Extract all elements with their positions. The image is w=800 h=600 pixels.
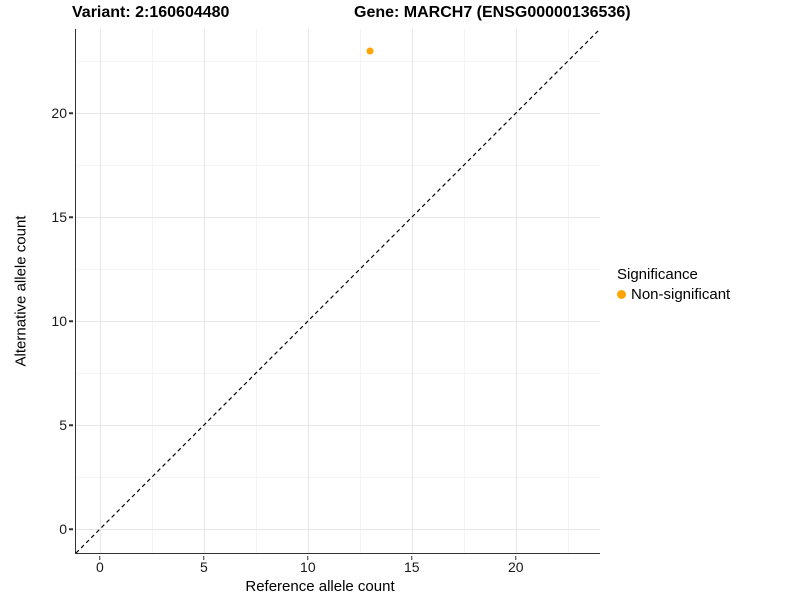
x-tick-label: 15 [404, 559, 420, 575]
y-tick-mark [69, 424, 73, 426]
data-point [366, 47, 374, 55]
y-tick-label: 10 [51, 313, 67, 330]
x-tick-mark [203, 556, 205, 560]
x-tick-label: 5 [199, 559, 208, 575]
legend-item-label: Non-significant [631, 286, 731, 303]
plot-panel: 0 5 10 15 20 0 5 10 15 20 [51, 28, 601, 575]
y-tick-mark [69, 320, 73, 322]
x-tick-label: 0 [96, 559, 104, 575]
x-tick-mark [515, 556, 517, 560]
y-tick-label: 5 [59, 417, 67, 434]
y-tick-mark [69, 528, 73, 530]
x-tick-mark [307, 556, 309, 560]
y-tick-label: 15 [51, 209, 67, 226]
y-tick-label: 0 [59, 521, 67, 538]
x-tick-label: 10 [300, 559, 316, 575]
y-tick-mark [69, 216, 73, 218]
plot-title-gene: Gene: MARCH7 (ENSG00000136536) [354, 4, 631, 21]
y-tick-label: 20 [51, 105, 67, 122]
x-tick-mark [99, 556, 101, 560]
plot-title-variant: Variant: 2:160604480 [72, 4, 230, 21]
legend: Significance Non-significant [617, 266, 730, 303]
identity-line [75, 28, 601, 554]
legend-key-dot-icon [617, 290, 626, 299]
y-tick-mark [69, 112, 73, 114]
legend-items: Non-significant [617, 286, 730, 303]
y-axis-title: Alternative allele count [12, 215, 30, 367]
x-tick-label: 20 [507, 559, 524, 575]
x-tick-mark [411, 556, 413, 560]
legend-item: Non-significant [617, 286, 730, 303]
x-axis-title: Reference allele count [245, 578, 395, 595]
legend-title: Significance [617, 266, 698, 283]
